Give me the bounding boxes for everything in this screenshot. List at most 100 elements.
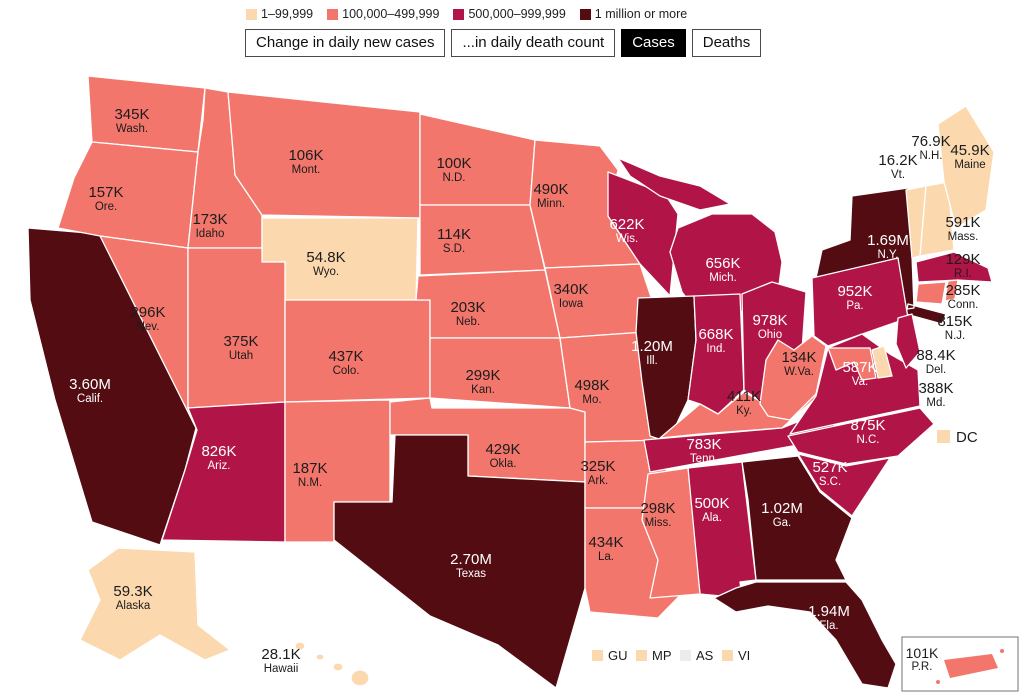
state-kansas-name: Kan. [471, 384, 495, 396]
puerto-rico-inset: 101K P.R. [901, 636, 1019, 692]
state-pennsylvania-label: 952K Pa. [837, 283, 872, 312]
legend-item-1: 1–99,999 [246, 7, 313, 21]
state-hawaii-island-2[interactable] [315, 653, 325, 661]
state-florida-value: 1.94M [808, 603, 850, 620]
state-utah-name: Utah [229, 350, 253, 362]
state-alabama-label: 500K Ala. [694, 495, 729, 524]
puerto-rico-label: 101K P.R. [906, 645, 939, 673]
state-georgia-value: 1.02M [761, 500, 803, 517]
state-indiana-value: 668K [698, 326, 733, 343]
state-california-name: Calif. [77, 393, 103, 405]
state-massachusetts-shape[interactable] [915, 251, 993, 283]
state-hawaii-island-4[interactable] [350, 669, 370, 687]
state-utah-shape[interactable] [187, 247, 286, 409]
state-new-jersey-shape[interactable] [895, 313, 921, 369]
legend-swatch-2 [327, 8, 339, 20]
puerto-rico-islet-2 [936, 680, 940, 684]
state-colorado-label: 437K Colo. [328, 348, 363, 377]
state-north-carolina-label: 875K N.C. [850, 417, 885, 446]
state-south-carolina-name: S.C. [819, 476, 841, 488]
state-pennsylvania-value: 952K [837, 283, 872, 300]
state-south-carolina-shape[interactable] [797, 453, 891, 517]
state-hawaii-value: 28.1K [261, 646, 300, 663]
state-oregon-shape[interactable] [57, 141, 199, 249]
state-florida-shape[interactable] [713, 581, 897, 689]
state-south-dakota-label: 114K S.D. [437, 226, 471, 255]
state-texas-shape[interactable] [333, 434, 586, 689]
state-north-carolina-value: 875K [850, 417, 885, 434]
state-new-york-name: N.Y. [878, 249, 899, 261]
state-alaska-label: 59.3K Alaska [113, 583, 152, 612]
state-idaho-name: Idaho [196, 228, 225, 240]
puerto-rico-island-shape[interactable] [944, 654, 998, 678]
toggle-button-0[interactable]: Change in daily new cases [245, 29, 446, 57]
state-nebraska-label: 203K Neb. [450, 299, 485, 328]
state-mississippi-shape[interactable] [641, 467, 701, 599]
state-hawaii-island-1[interactable] [294, 641, 306, 651]
state-kansas-label: 299K Kan. [465, 367, 500, 396]
state-new-hampshire-shape[interactable] [919, 181, 955, 257]
state-tennessee-value: 783K [686, 436, 721, 453]
state-south-carolina-value: 527K [812, 459, 847, 476]
state-connecticut-shape[interactable] [915, 281, 947, 305]
toggle-button-3[interactable]: Deaths [691, 29, 762, 57]
state-pennsylvania-shape[interactable] [811, 257, 909, 347]
toggle-button-2[interactable]: Cases [621, 29, 686, 57]
state-massachusetts-label: 591K Mass. [945, 214, 980, 243]
territory-gu-swatch [592, 650, 603, 661]
legend-label-2: 100,000–499,999 [342, 7, 440, 21]
state-tennessee-name: Tenn. [690, 453, 718, 465]
state-oklahoma-name: Okla. [490, 458, 517, 470]
state-nebraska-shape[interactable] [415, 269, 561, 339]
toggle-button-1[interactable]: ...in daily death count [451, 29, 616, 57]
color-legend: 1–99,999 100,000–499,999 500,000–999,999… [246, 7, 687, 21]
state-hawaii-label: 28.1K Hawaii [261, 646, 300, 675]
state-colorado-value: 437K [328, 348, 363, 365]
state-colorado-name: Colo. [333, 365, 360, 377]
state-arizona-name: Ariz. [208, 460, 231, 472]
state-virginia-label: 587K Va. [842, 359, 877, 388]
puerto-rico-islet-1 [1000, 649, 1004, 653]
state-maine-shape[interactable] [937, 105, 995, 229]
state-washington-name: Wash. [116, 123, 148, 135]
dc-legend: DC [937, 429, 978, 446]
state-west-virginia-shape[interactable] [759, 335, 827, 421]
state-north-dakota-label: 100K N.D. [436, 155, 471, 184]
state-virginia-name: Va. [852, 376, 868, 388]
puerto-rico-value: 101K [906, 645, 939, 661]
state-michigan-value: 656K [705, 255, 740, 272]
legend-item-3: 500,000–999,999 [453, 7, 566, 21]
state-new-york-value: 1.69M [867, 232, 909, 249]
state-north-carolina-shape[interactable] [787, 407, 935, 465]
state-delaware-shape[interactable] [871, 345, 893, 379]
state-texas-label: 2.70M Texas [450, 551, 492, 580]
state-vermont-label: 16.2K Vt. [878, 152, 917, 181]
state-michigan-name: Mich. [709, 272, 736, 284]
state-alaska-value: 59.3K [113, 583, 152, 600]
legend-item-2: 100,000–499,999 [327, 7, 439, 21]
state-minnesota-value: 490K [533, 181, 568, 198]
state-montana-shape[interactable] [227, 91, 421, 219]
state-louisiana-name: La. [598, 551, 614, 563]
state-alaska-shape[interactable] [79, 547, 231, 661]
state-nevada-name: Nev. [137, 321, 160, 333]
legend-item-4: 1 million or more [579, 7, 687, 21]
state-delaware-name: Del. [926, 364, 946, 376]
state-ohio-value: 978K [752, 312, 787, 329]
state-south-carolina-label: 527K S.C. [812, 459, 847, 488]
state-utah-value: 375K [223, 333, 258, 350]
state-rhode-island-shape[interactable] [944, 279, 959, 302]
state-maryland-label: 388K Md. [918, 380, 953, 409]
state-washington-label: 345K Wash. [114, 106, 149, 135]
state-hawaii-island-3[interactable] [332, 662, 344, 672]
state-labels: 345K Wash. 157K Ore. 173K Idaho 106K Mont. 5… [69, 106, 989, 675]
legend-swatch-1 [246, 8, 257, 20]
state-georgia-shape[interactable] [741, 455, 853, 581]
legend-label-3: 500,000–999,999 [468, 7, 566, 21]
state-maryland-shape[interactable] [827, 347, 877, 381]
state-mississippi-name: Miss. [645, 517, 672, 529]
state-shapes [27, 75, 995, 689]
state-north-dakota-value: 100K [436, 155, 471, 172]
state-michigan-label: 656K Mich. [705, 255, 740, 284]
